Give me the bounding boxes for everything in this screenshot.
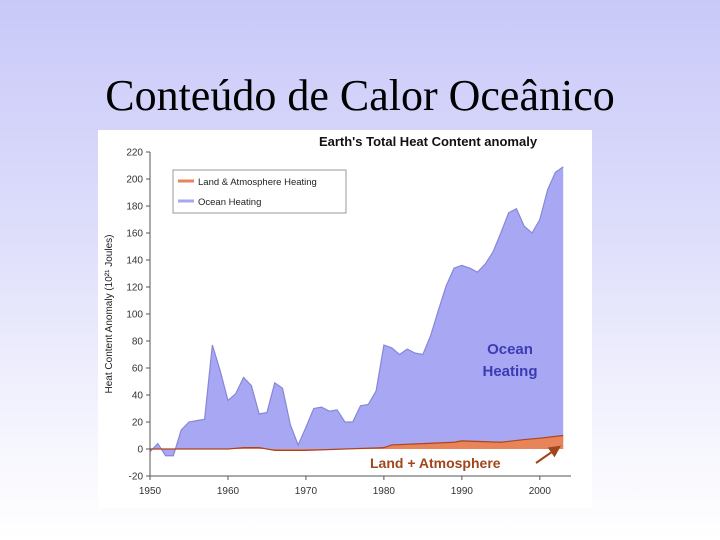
x-tick-label: 1950 [139,486,162,497]
y-tick-label: 80 [132,337,144,348]
y-axis-label-group: Heat Content Anomaly (10²¹ Joules) [104,235,115,394]
ocean-heating-series-fill [150,166,564,456]
annotations-group: Ocean Heating Land + Atmosphere [370,341,561,471]
x-tick-label: 1960 [217,486,240,497]
ocean-heating-annotation-line1: Ocean [487,341,533,358]
legend-label-ocean: Ocean Heating [198,197,261,208]
area-series-group [149,166,564,457]
x-tick-label: 1980 [373,486,396,497]
chart-panel: Earth's Total Heat Content anomaly Heat … [98,130,592,508]
land-atmosphere-annotation: Land + Atmosphere [370,455,501,471]
heat-content-chart: Earth's Total Heat Content anomaly Heat … [104,134,571,498]
y-tick-label: 60 [132,364,144,375]
legend: Land & Atmosphere Heating Ocean Heating [172,169,347,214]
y-axis-label: Heat Content Anomaly (10²¹ Joules) [104,235,115,394]
y-tick-label: 100 [126,310,143,321]
land-atmosphere-series-fill [150,435,564,451]
ocean-heating-annotation-line2: Heating [482,363,537,380]
legend-label-land: Land & Atmosphere Heating [198,177,317,188]
ocean-heating-series-line [149,166,564,457]
y-tick-label: 160 [126,229,143,240]
y-tick-label: -20 [129,472,144,483]
y-tick-label: 120 [126,283,143,294]
x-tick-label: 2000 [529,486,552,497]
y-tick-label: 140 [126,256,143,267]
slide-title: Conteúdo de Calor Oceânico [105,71,615,120]
x-tick-label: 1990 [451,486,474,497]
chart-title: Earth's Total Heat Content anomaly [319,134,538,149]
y-tick-label: 220 [126,148,143,159]
land-atmosphere-series-line [150,434,564,451]
y-tick-label: 180 [126,202,143,213]
legend-box [172,169,347,214]
y-tick-label: 0 [137,445,143,456]
y-tick-label: 200 [126,175,143,186]
ticks-group: -20 0 20 40 60 80 100 120 140 160 180 200 220 1950 196… [126,148,551,498]
x-tick-label: 1970 [295,486,318,497]
y-tick-label: 40 [132,391,144,402]
land-atmosphere-arrow [535,445,561,464]
y-tick-label: 20 [132,418,144,429]
